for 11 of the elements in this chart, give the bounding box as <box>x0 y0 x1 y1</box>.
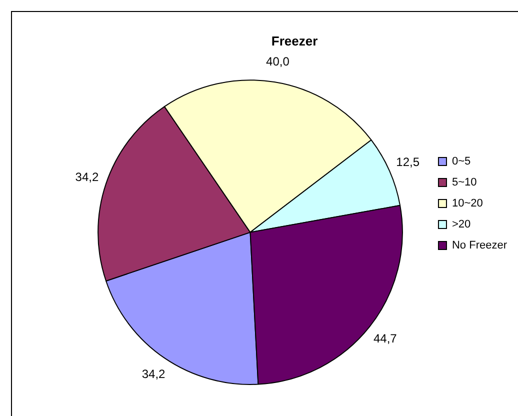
legend-label: No Freezer <box>452 240 508 252</box>
chart-title: Freezer <box>271 33 318 48</box>
legend-label: 0~5 <box>452 156 471 168</box>
legend-label: 10~20 <box>452 198 483 210</box>
legend-label: >20 <box>452 218 471 231</box>
data-label: 40,0 <box>266 54 290 69</box>
data-label: 34,2 <box>75 170 99 184</box>
data-label: 44,7 <box>373 332 398 346</box>
data-label: 34,2 <box>142 367 166 382</box>
data-label: 12,5 <box>396 155 420 170</box>
legend-label: 5~10 <box>452 176 477 189</box>
